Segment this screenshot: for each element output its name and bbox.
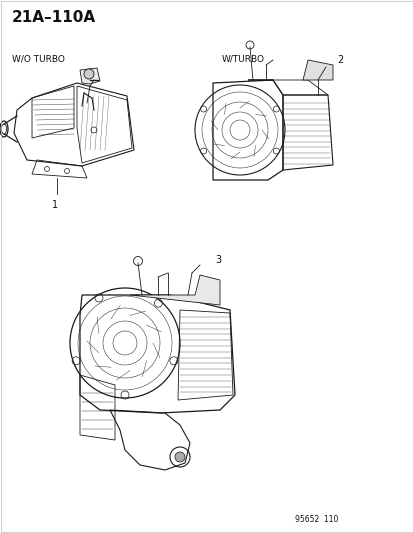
Text: W/O TURBO: W/O TURBO	[12, 55, 65, 64]
Text: 3: 3	[214, 255, 221, 265]
Polygon shape	[130, 275, 219, 305]
Circle shape	[84, 69, 94, 79]
Polygon shape	[302, 60, 332, 80]
Circle shape	[175, 452, 185, 462]
Text: 21A–110A: 21A–110A	[12, 10, 96, 25]
Text: 2: 2	[336, 55, 342, 65]
Text: W/TURBO: W/TURBO	[221, 55, 264, 64]
Polygon shape	[80, 68, 100, 84]
Text: 95652  110: 95652 110	[294, 515, 337, 524]
Text: 1: 1	[52, 200, 58, 210]
